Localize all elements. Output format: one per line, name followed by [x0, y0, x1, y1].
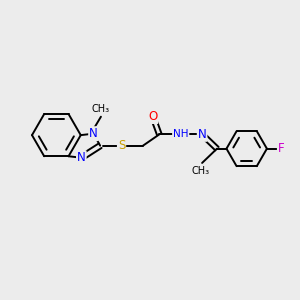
Text: CH₃: CH₃ — [92, 104, 110, 114]
Text: N: N — [198, 128, 206, 141]
Text: N: N — [77, 151, 86, 164]
Text: CH₃: CH₃ — [192, 166, 210, 176]
Text: F: F — [278, 142, 284, 155]
Text: N: N — [89, 127, 98, 140]
Text: S: S — [118, 139, 125, 152]
Text: NH: NH — [173, 129, 188, 140]
Text: O: O — [148, 110, 158, 123]
